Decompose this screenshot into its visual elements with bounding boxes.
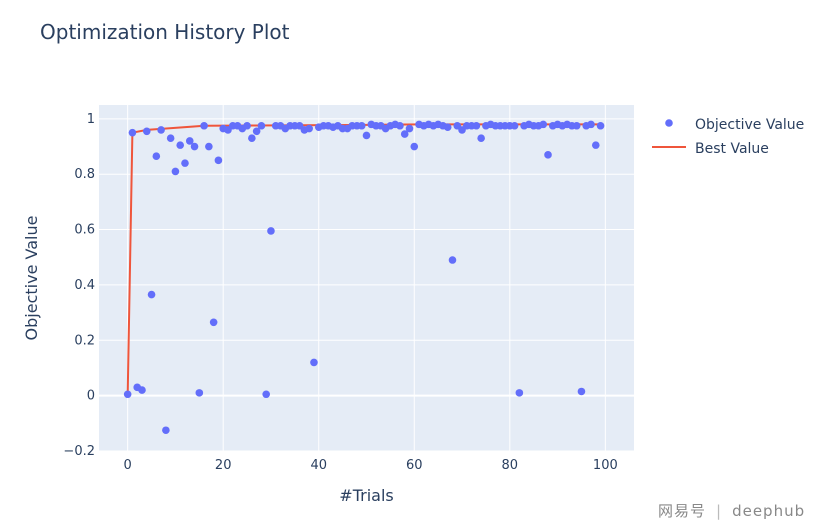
- objective-point[interactable]: [185, 137, 194, 145]
- y-tick-label: 0.6: [74, 223, 95, 238]
- objective-point[interactable]: [510, 121, 519, 130]
- y-tick-label: 0: [87, 389, 95, 404]
- objective-point[interactable]: [396, 121, 404, 130]
- objective-value-series: [123, 120, 605, 435]
- grid-lines: [99, 105, 634, 452]
- objective-point[interactable]: [171, 167, 180, 176]
- objective-point[interactable]: [176, 141, 185, 149]
- objective-point[interactable]: [515, 389, 524, 397]
- y-tick-label: 1: [87, 112, 95, 127]
- chart-title: Optimization History Plot: [40, 20, 290, 44]
- objective-point[interactable]: [147, 290, 156, 299]
- y-tick-labels: −0.2 0 0.2 0.4 0.6 0.8 1: [63, 112, 95, 459]
- objective-point[interactable]: [257, 121, 266, 130]
- x-tick-label: 100: [593, 458, 618, 473]
- objective-point[interactable]: [539, 120, 548, 129]
- objective-point[interactable]: [195, 389, 204, 397]
- y-tick-label: −0.2: [63, 444, 95, 459]
- objective-point[interactable]: [190, 142, 199, 151]
- objective-point[interactable]: [138, 386, 146, 394]
- objective-point[interactable]: [477, 134, 485, 143]
- watermark-brand: 网易号: [658, 502, 707, 520]
- objective-point[interactable]: [596, 121, 605, 130]
- objective-point[interactable]: [152, 152, 161, 161]
- legend-objective-label[interactable]: Objective Value: [695, 117, 804, 133]
- objective-point[interactable]: [362, 131, 371, 140]
- watermark-separator: |: [716, 502, 723, 520]
- objective-point[interactable]: [443, 123, 452, 131]
- objective-point[interactable]: [123, 390, 132, 399]
- x-tick-label: 80: [502, 458, 519, 473]
- objective-point[interactable]: [142, 127, 151, 136]
- y-tick-label: 0.8: [74, 167, 95, 182]
- objective-point[interactable]: [305, 124, 313, 133]
- plot-area: [99, 105, 634, 451]
- objective-point[interactable]: [209, 318, 218, 327]
- x-tick-label: 0: [124, 458, 132, 473]
- objective-point[interactable]: [162, 426, 170, 435]
- y-axis-label: Objective Value: [22, 216, 41, 341]
- objective-point[interactable]: [357, 121, 366, 130]
- legend-best-label[interactable]: Best Value: [695, 141, 769, 157]
- objective-point[interactable]: [181, 159, 189, 167]
- objective-point[interactable]: [252, 127, 261, 136]
- x-tick-label: 40: [310, 458, 327, 473]
- objective-point[interactable]: [544, 151, 552, 159]
- x-axis-label: #Trials: [339, 486, 393, 505]
- objective-point[interactable]: [472, 121, 481, 130]
- objective-point[interactable]: [267, 227, 275, 235]
- y-tick-label: 0.2: [74, 333, 95, 348]
- objective-point[interactable]: [591, 141, 600, 149]
- objective-point[interactable]: [448, 256, 457, 264]
- objective-point[interactable]: [200, 121, 208, 130]
- objective-point[interactable]: [400, 130, 409, 138]
- objective-point[interactable]: [166, 134, 175, 143]
- objective-point[interactable]: [405, 124, 414, 133]
- objective-point[interactable]: [128, 128, 137, 137]
- objective-point[interactable]: [577, 387, 586, 396]
- objective-point[interactable]: [248, 134, 256, 143]
- objective-point[interactable]: [243, 121, 251, 130]
- objective-point[interactable]: [572, 121, 581, 130]
- objective-point[interactable]: [410, 142, 419, 151]
- legend: Objective Value Best Value: [652, 117, 804, 157]
- x-tick-label: 60: [406, 458, 423, 473]
- x-tick-labels: 0 20 40 60 80 100: [124, 458, 618, 473]
- legend-objective-marker[interactable]: [665, 119, 673, 127]
- objective-point[interactable]: [587, 120, 595, 129]
- watermark-account: deephub: [732, 502, 806, 520]
- objective-point[interactable]: [214, 156, 223, 165]
- y-tick-label: 0.4: [74, 278, 95, 293]
- objective-point[interactable]: [310, 358, 318, 367]
- x-tick-label: 20: [215, 458, 232, 473]
- watermark: 网易号 | deephub: [658, 500, 805, 521]
- objective-point[interactable]: [157, 126, 165, 134]
- objective-point[interactable]: [262, 390, 270, 399]
- objective-point[interactable]: [205, 142, 213, 151]
